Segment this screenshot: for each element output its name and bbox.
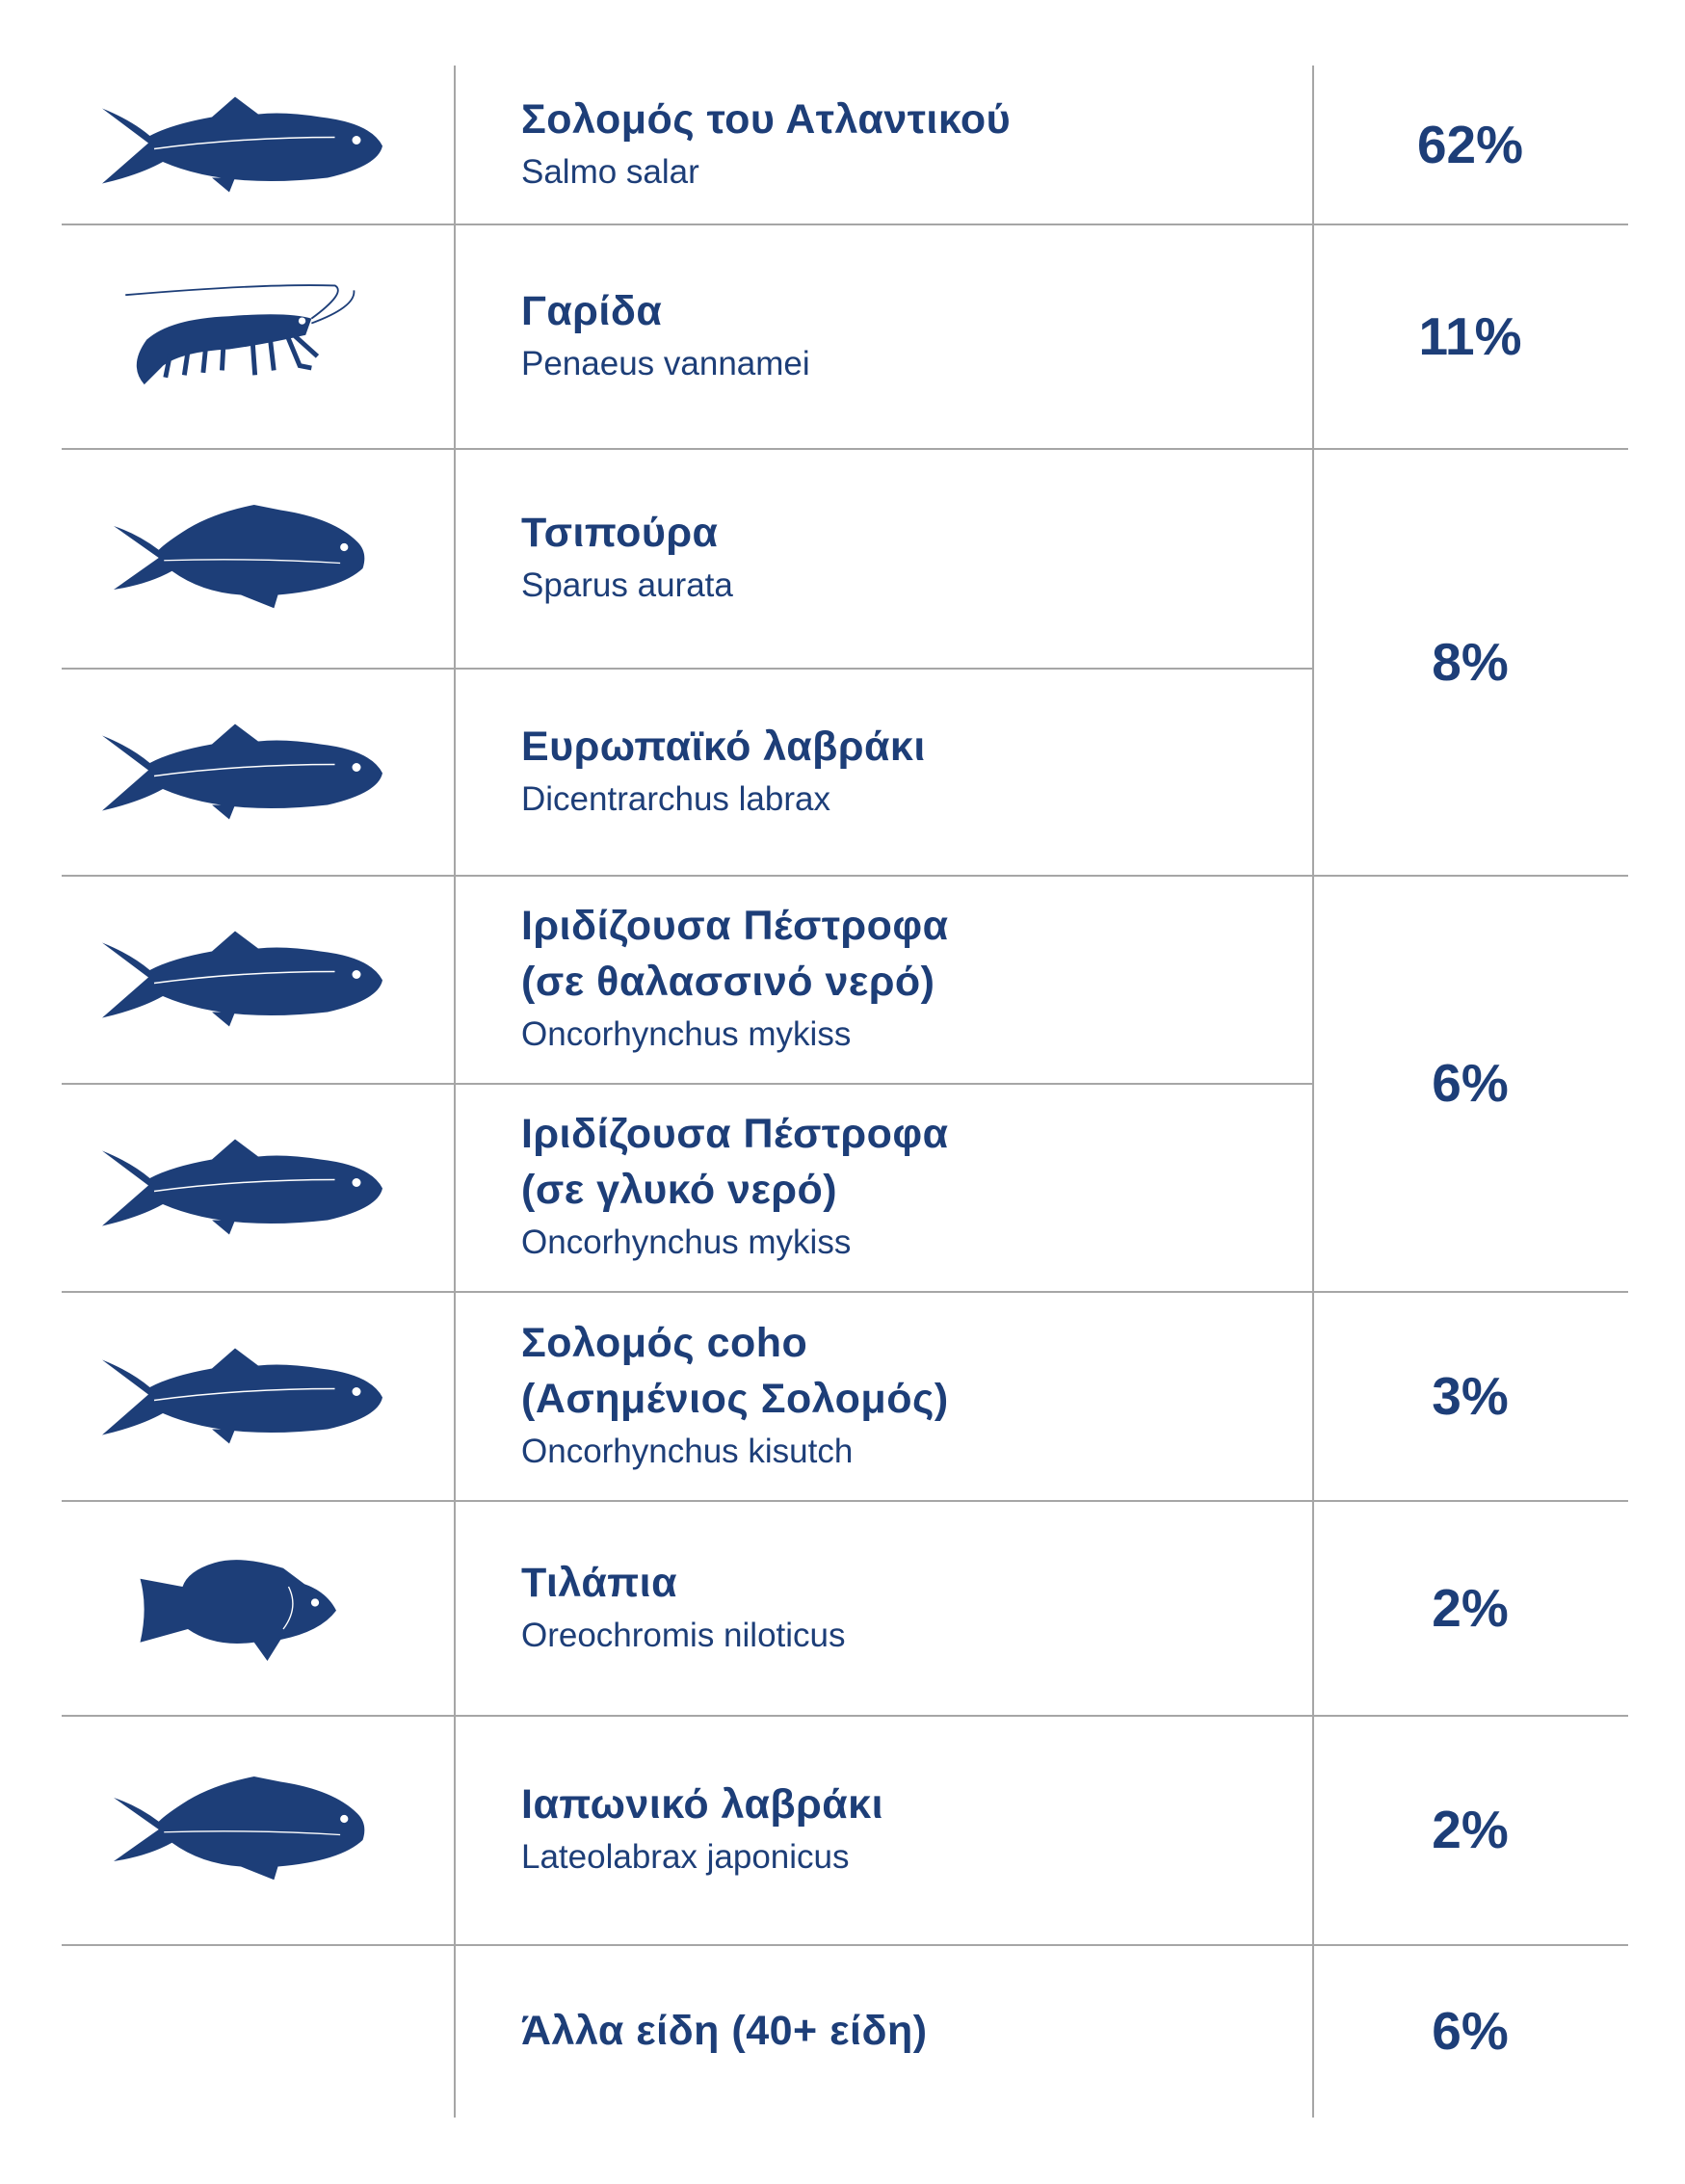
scientific-name: Penaeus vannamei bbox=[521, 344, 810, 382]
species-cell: Ιαπωνικό λαβράκι Lateolabrax japonicus bbox=[521, 1715, 883, 1944]
column-divider bbox=[454, 66, 456, 2118]
species-name: (Ασημένιος Σολομός) bbox=[521, 1375, 949, 1422]
row-divider bbox=[62, 1715, 1628, 1717]
row-divider bbox=[62, 1944, 1628, 1946]
species-icon bbox=[113, 1776, 366, 1881]
scientific-name: Salmo salar bbox=[521, 153, 699, 191]
scientific-name: Dicentrarchus labrax bbox=[521, 779, 830, 818]
scientific-name: Sparus aurata bbox=[521, 566, 733, 604]
species-cell: Ιριδίζουσα Πέστροφα (σε θαλασσινό νερό) On… bbox=[521, 875, 949, 1083]
species-icon bbox=[139, 1558, 337, 1661]
species-cell: Άλλα είδη (40+ είδη) bbox=[521, 1944, 928, 2118]
share: 3% bbox=[1432, 1365, 1509, 1426]
row-divider bbox=[62, 1291, 1628, 1293]
species-name: Γαρίδα bbox=[521, 287, 663, 334]
row-divider bbox=[62, 448, 1628, 450]
scientific-name: Lateolabrax japonicus bbox=[521, 1838, 850, 1876]
scientific-name: Oreochromis niloticus bbox=[521, 1616, 846, 1654]
species-name: Ευρωπαϊκό λαβράκι bbox=[521, 723, 926, 770]
species-name: Ιριδίζουσα Πέστροφα bbox=[521, 903, 949, 949]
share: 11% bbox=[1418, 305, 1522, 366]
share: 62% bbox=[1416, 115, 1524, 174]
share: 6% bbox=[1432, 2001, 1509, 2061]
share: 2% bbox=[1432, 1577, 1509, 1638]
share: 2% bbox=[1432, 1800, 1509, 1859]
share: 8% bbox=[1432, 631, 1509, 692]
species-cell: Σολομός coho (Ασημένιος Σολομός) Oncorhync… bbox=[521, 1291, 949, 1500]
species-name: Τιλάπια bbox=[521, 1559, 678, 1606]
species-name: Ιαπωνικό λαβράκι bbox=[521, 1781, 884, 1828]
species-cell: Σολομός του Ατλαντικού Salmo salar bbox=[521, 66, 1011, 224]
species-icon bbox=[101, 1347, 383, 1444]
share: 6% bbox=[1432, 1053, 1509, 1113]
species-cell: Ιριδίζουσα Πέστροφα (σε γλυκό νερό) Oncorh… bbox=[521, 1083, 949, 1291]
row-divider bbox=[62, 1500, 1628, 1502]
row-divider bbox=[62, 668, 1312, 670]
species-icon bbox=[101, 1138, 383, 1236]
species-cell: Τσιπούρα Sparus aurata bbox=[521, 448, 733, 668]
row-divider bbox=[62, 224, 1628, 225]
row-divider bbox=[62, 1083, 1312, 1085]
species-cell: Ευρωπαϊκό λαβράκι Dicentrarchus labrax bbox=[521, 668, 926, 875]
species-icon bbox=[101, 723, 383, 820]
species-name: Τσιπούρα bbox=[521, 510, 719, 556]
scientific-name: Oncorhynchus mykiss bbox=[521, 1224, 852, 1261]
row-divider bbox=[62, 875, 1628, 877]
species-cell: Τιλάπια Oreochromis niloticus bbox=[521, 1500, 846, 1715]
species-name: (σε γλυκό νερό) bbox=[521, 1167, 838, 1213]
species-cell: Γαρίδα Penaeus vannamei bbox=[521, 224, 810, 448]
species-name: Ιριδίζουσα Πέστροφα bbox=[521, 1111, 949, 1157]
scientific-name: Oncorhynchus mykiss bbox=[521, 1015, 852, 1053]
species-name: Άλλα είδη (40+ είδη) bbox=[521, 2008, 928, 2054]
species-icon bbox=[113, 505, 366, 609]
species-name: Σολομός coho bbox=[521, 1319, 808, 1366]
species-icon bbox=[101, 930, 383, 1028]
scientific-name: Oncorhynchus kisutch bbox=[521, 1432, 854, 1470]
column-divider bbox=[1312, 66, 1314, 2118]
species-name: (σε θαλασσινό νερό) bbox=[521, 959, 935, 1005]
species-icon bbox=[101, 95, 383, 194]
species-name: Σολομός του Ατλαντικού bbox=[521, 96, 1012, 143]
species-icon bbox=[96, 283, 385, 389]
